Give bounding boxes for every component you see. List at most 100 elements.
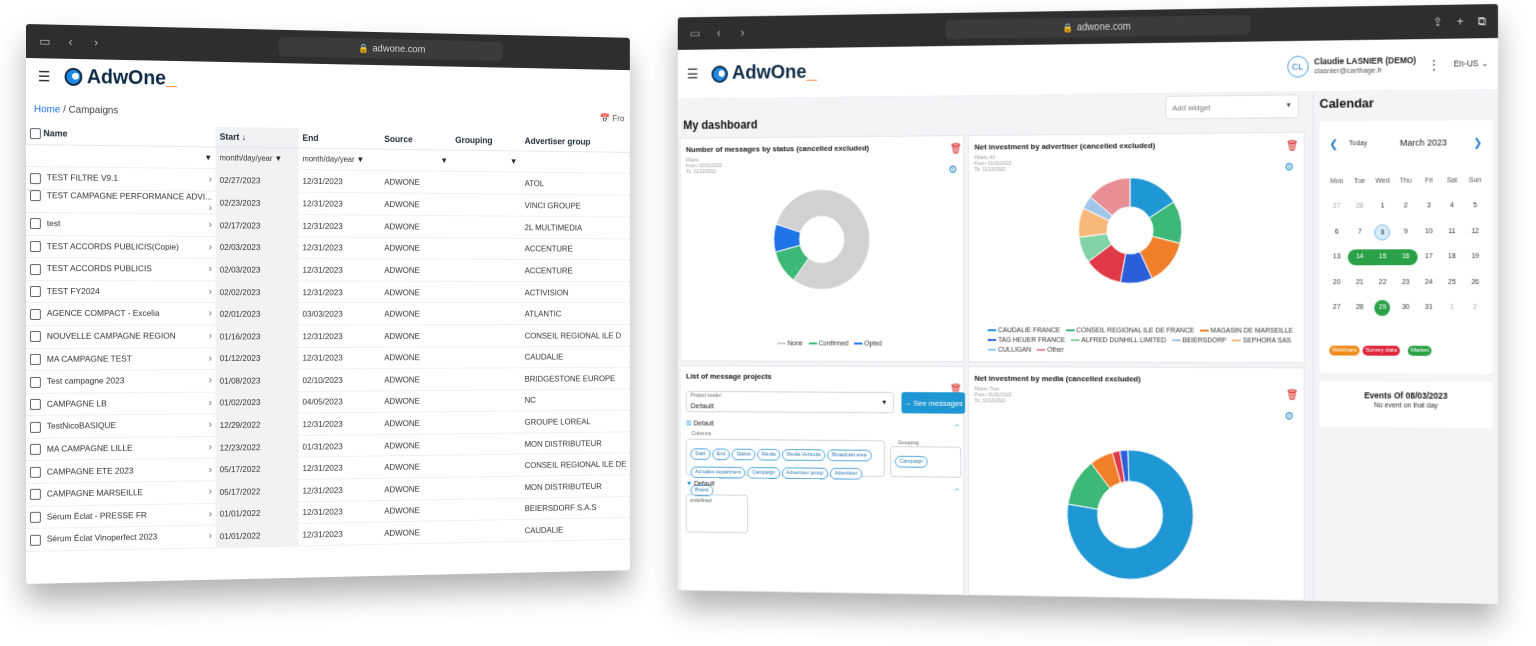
forward-icon[interactable]: › (736, 26, 749, 40)
today-button[interactable]: Today (1349, 140, 1367, 147)
calendar-day[interactable]: 1 (1371, 199, 1394, 215)
chevron-right-icon[interactable]: › (209, 509, 212, 520)
chevron-right-icon[interactable]: › (209, 464, 212, 475)
filter-icon[interactable]: ▼ (204, 153, 212, 162)
row-checkbox[interactable] (30, 190, 41, 201)
more-options-icon[interactable]: ⋮ (1428, 57, 1440, 71)
legend-item[interactable]: MAGASIN DE MARSEILLE (1196, 328, 1293, 335)
col-name[interactable]: Name (26, 124, 216, 146)
campaign-name[interactable]: NOUVELLE CAMPAGNE REGION (47, 331, 176, 341)
calendar-day[interactable]: 2 (1464, 300, 1487, 316)
campaign-name[interactable]: MA CAMPAGNE LILLE (47, 443, 133, 454)
calendar-day[interactable]: 23 (1394, 275, 1417, 291)
sidebar-toggle-icon[interactable]: ▭ (689, 27, 702, 41)
filter-value-box[interactable]: undefined (686, 494, 748, 533)
calendar-day[interactable]: 15 (1371, 250, 1394, 266)
chevron-up-icon[interactable]: ⌃ (954, 423, 960, 432)
calendar-day[interactable]: 6 (1325, 224, 1348, 240)
row-checkbox[interactable] (30, 354, 41, 365)
row-checkbox[interactable] (30, 534, 41, 545)
campaign-name[interactable]: test (47, 218, 61, 228)
chevron-up-icon[interactable]: ⌃ (954, 487, 960, 496)
chevron-right-icon[interactable]: › (209, 308, 212, 319)
campaign-name[interactable]: Sérum Éclat - PRESSE FR (47, 510, 147, 522)
chevron-right-icon[interactable]: › (209, 442, 212, 453)
campaign-name[interactable]: TEST FILTRE V9.1 (47, 172, 118, 183)
chip[interactable]: Status (732, 449, 755, 461)
filter-icon[interactable]: ▼ (275, 154, 283, 163)
row-checkbox[interactable] (30, 489, 41, 500)
campaign-name[interactable]: AGENCE COMPACT - Excelia (47, 308, 160, 318)
share-icon[interactable]: ⇪ (1433, 14, 1443, 29)
user-menu[interactable]: CL Claudie LASNIER (DEMO) clasnier@carth… (1287, 53, 1488, 78)
chevron-right-icon[interactable]: › (209, 397, 212, 408)
chip[interactable]: Broadcast area (827, 449, 871, 461)
calendar-day[interactable]: 27 (1325, 199, 1348, 215)
calendar-day[interactable]: 4 (1440, 198, 1463, 214)
row-checkbox[interactable] (30, 422, 41, 433)
chip[interactable]: Start (691, 448, 711, 460)
chevron-right-icon[interactable]: › (209, 331, 212, 342)
calendar-day[interactable]: 24 (1417, 275, 1440, 291)
table-row[interactable]: TEST FY2024 › 02/02/2023 12/31/2023 ADWONE AC… (26, 280, 630, 303)
menu-icon[interactable]: ☰ (38, 68, 50, 85)
campaign-name[interactable]: Test campagne 2023 (47, 376, 125, 386)
tabs-overview-icon[interactable]: ⧉ (1478, 14, 1487, 29)
calendar-day[interactable]: 17 (1417, 249, 1440, 265)
campaign-name[interactable]: MA CAMPAGNE TEST (47, 353, 132, 363)
legend-item[interactable]: Other (1033, 347, 1064, 354)
logo[interactable]: AdwOne _ (711, 61, 817, 84)
row-checkbox[interactable] (30, 376, 41, 387)
calendar-day[interactable]: 12 (1464, 224, 1487, 240)
project-model-select[interactable]: Project model Default ▼ (686, 391, 894, 413)
filter-icon[interactable]: ▼ (440, 156, 447, 165)
calendar-day[interactable]: 8 (1375, 224, 1391, 240)
chevron-right-icon[interactable]: › (209, 353, 212, 364)
menu-icon[interactable]: ☰ (687, 66, 698, 82)
row-checkbox[interactable] (30, 331, 41, 342)
breadcrumb-home[interactable]: Home (34, 104, 60, 115)
calendar-day[interactable]: 9 (1394, 224, 1417, 240)
table-row[interactable]: AGENCE COMPACT - Excelia › 02/01/2023 03/03… (26, 303, 630, 326)
chevron-left-icon[interactable]: ❮ (1329, 137, 1338, 150)
chip[interactable]: Advertiser (830, 468, 862, 480)
row-checkbox[interactable] (30, 264, 41, 275)
chevron-right-icon[interactable]: › (209, 174, 212, 185)
calendar-day[interactable]: 30 (1394, 300, 1417, 316)
calendar-day[interactable]: 7 (1348, 224, 1371, 240)
row-checkbox[interactable] (30, 444, 41, 455)
forward-icon[interactable]: › (89, 35, 103, 49)
legend-item[interactable]: Confirmed (805, 341, 849, 348)
see-messages-button[interactable]: → See messages (901, 392, 965, 414)
table-row[interactable]: test › 02/17/2023 12/31/2023 ADWONE 2L MULTIM… (26, 212, 630, 238)
calendar-day[interactable]: 29 (1375, 300, 1391, 316)
campaign-name[interactable]: TEST ACCORDS PUBLICIS(Copie) (47, 241, 179, 252)
col-end[interactable]: End (299, 128, 381, 149)
columns-chip-list[interactable]: Start End Status Media Media Vehicule Broadca… (686, 439, 885, 477)
chip[interactable]: Media (757, 449, 780, 461)
campaign-name[interactable]: CAMPAGNE MARSEILLE (47, 487, 143, 498)
chip[interactable]: Campaign (895, 456, 928, 468)
calendar-day[interactable]: 28 (1348, 199, 1371, 215)
campaign-name[interactable]: Sérum Éclat Vinoperfect 2023 (47, 532, 158, 544)
campaign-name[interactable]: TEST CAMPAGNE PERFORMANCE ADVI... (47, 190, 212, 201)
calendar-day[interactable]: 28 (1348, 300, 1371, 316)
col-source[interactable]: Source (380, 129, 451, 149)
legend-item[interactable]: Opted (850, 341, 882, 348)
section-default[interactable]: ☰ Default (686, 420, 714, 428)
calendar-tag[interactable]: Webinars (1329, 346, 1360, 356)
calendar-day[interactable]: 11 (1440, 224, 1463, 240)
table-row[interactable]: TEST ACCORDS PUBLICIS(Copie) › 02/03/2023 1… (26, 235, 630, 260)
chevron-right-icon[interactable]: ❯ (1473, 136, 1482, 149)
campaign-name[interactable]: TEST ACCORDS PUBLICIS (47, 263, 152, 273)
campaign-name[interactable]: TestNicoBASIQUE (47, 421, 116, 432)
filter-icon[interactable]: ▼ (357, 155, 364, 164)
legend-item[interactable]: SEPHORA SAS (1228, 337, 1291, 344)
row-checkbox[interactable] (30, 173, 41, 184)
logo[interactable]: AdwOne _ (64, 65, 177, 90)
row-checkbox[interactable] (30, 218, 41, 229)
calendar-day[interactable]: 5 (1464, 198, 1487, 214)
chevron-right-icon[interactable]: › (209, 375, 212, 386)
legend-item[interactable]: BEIERSDORF (1168, 337, 1226, 344)
chevron-right-icon[interactable]: › (209, 531, 212, 542)
